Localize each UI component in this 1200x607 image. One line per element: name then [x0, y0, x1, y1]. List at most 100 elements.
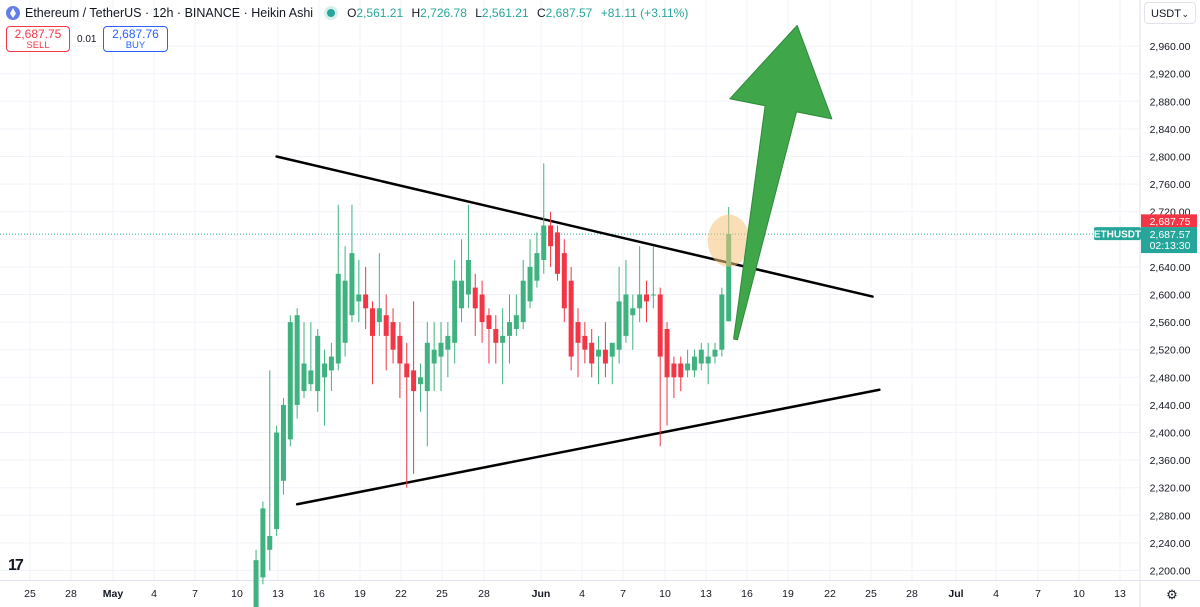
buy-button[interactable]: 2,687.76 BUY [103, 26, 168, 52]
candle-body [431, 349, 437, 364]
candle-body [287, 322, 293, 440]
price-axis[interactable]: 2,960.00 2,920.00 2,880.00 2,840.00 2,800.00… [1094, 41, 1197, 578]
candle-body [315, 335, 321, 392]
candle-body [438, 342, 444, 357]
price-tick-label: 2,480.00 [1150, 372, 1191, 384]
candle-body [376, 308, 382, 323]
price-tick-label: 2,360.00 [1150, 455, 1191, 467]
candle-body [513, 315, 519, 329]
time-tick-label: 4 [993, 588, 999, 600]
ohlc-open-key: O [347, 6, 357, 20]
candle-body [383, 315, 389, 336]
price-tick-label: 2,920.00 [1150, 69, 1191, 81]
candle-body [253, 560, 259, 607]
candle-body [671, 363, 677, 378]
ask-price-label: 2,687.75 [1150, 216, 1191, 228]
market-status-icon[interactable] [327, 9, 336, 17]
candle-body [678, 363, 684, 378]
price-tick-label: 2,520.00 [1150, 345, 1191, 357]
ethereum-logo-icon [6, 6, 20, 20]
candle-body [445, 335, 451, 350]
candle-body [342, 280, 348, 343]
price-tick-label: 2,800.00 [1150, 152, 1191, 164]
time-tick-label: Jul [948, 588, 963, 600]
candle-body [308, 370, 314, 385]
candle-body [280, 404, 286, 481]
candle-body [657, 294, 663, 357]
buy-price: 2,687.76 [112, 27, 159, 41]
sell-price: 2,687.75 [14, 27, 62, 41]
candle-body [685, 363, 691, 371]
time-tick-label: 13 [1114, 588, 1126, 600]
time-tick-label: 10 [659, 588, 671, 600]
time-tick-label: 25 [436, 588, 448, 600]
time-tick-label: 13 [700, 588, 712, 600]
symbol-title[interactable]: Ethereum / TetherUS · 12h · BINANCE · He… [25, 6, 314, 20]
trendline-lower[interactable] [295, 388, 881, 506]
candle-body [370, 308, 375, 336]
tradingview-logo-icon[interactable]: 17 [8, 557, 24, 574]
candle-body [411, 370, 417, 392]
candle-body [602, 349, 608, 364]
annotations [707, 24, 833, 341]
candle-body [322, 363, 328, 378]
candle-body [712, 349, 718, 357]
time-tick-label: 28 [906, 588, 918, 600]
candle-body [328, 356, 334, 371]
bullish-arrow[interactable] [729, 24, 833, 341]
trendlines [275, 155, 881, 506]
candle-body [664, 329, 670, 378]
time-tick-label: 25 [865, 588, 877, 600]
time-tick-label: 13 [272, 588, 284, 600]
currency-select[interactable]: USDT ⌄ [1144, 2, 1196, 24]
candle-body [363, 294, 369, 309]
highlight-circle [707, 214, 750, 267]
candle-body [472, 287, 478, 309]
candle-body [294, 315, 300, 405]
candle-body [609, 342, 615, 357]
time-tick-label: 19 [354, 588, 366, 600]
symbol-tag [1094, 227, 1141, 241]
chart-legend: Ethereum / TetherUS · 12h · BINANCE · He… [6, 5, 693, 21]
candle-body [417, 377, 423, 385]
candle-body [534, 253, 540, 281]
candle-body [479, 294, 485, 323]
candles [253, 163, 732, 607]
last-price-label: 2,687.57 [1150, 229, 1191, 241]
ohlc-values: O2,561.21 H2,726.78 L2,561.21 C2,687.57 … [347, 6, 693, 20]
sell-label: SELL [26, 40, 50, 51]
time-tick-label: 4 [151, 588, 157, 600]
time-tick-label: May [103, 588, 124, 600]
price-tick-label: 2,200.00 [1150, 566, 1191, 578]
settings-gear-icon[interactable]: ⚙ [1166, 587, 1178, 602]
candle-body [397, 335, 403, 364]
candle-body [356, 294, 362, 302]
countdown-label: 02:13:30 [1150, 240, 1191, 252]
candle-body [561, 253, 567, 309]
time-axis[interactable]: 25 28 May 4 7 10 13 16 19 22 25 28 Jun 4 7 10 13 16 19 22 25… [24, 588, 1126, 600]
candle-body [705, 356, 711, 364]
ohlc-high-value: 2,726.78 [420, 6, 467, 20]
candle-body [644, 294, 649, 302]
candle-body [650, 294, 656, 296]
candle-body [301, 363, 307, 392]
candle-body [589, 342, 595, 364]
price-tick-label: 2,600.00 [1150, 290, 1191, 302]
time-tick-label: 7 [620, 588, 626, 600]
ohlc-close-key: C [536, 6, 546, 20]
candle-body [349, 253, 355, 316]
sell-button[interactable]: 2,687.75 SELL [6, 26, 70, 52]
chevron-down-icon: ⌄ [1181, 9, 1189, 19]
candle-body [527, 266, 533, 302]
candle-body [630, 308, 636, 316]
candle-body [404, 363, 410, 378]
candle-body [596, 349, 602, 357]
candle-body [541, 225, 547, 260]
candle-body [726, 234, 732, 322]
time-tick-label: 19 [782, 588, 794, 600]
time-tick-label: 4 [579, 588, 585, 600]
buy-label: BUY [125, 40, 146, 51]
trendline-upper[interactable] [275, 155, 874, 298]
